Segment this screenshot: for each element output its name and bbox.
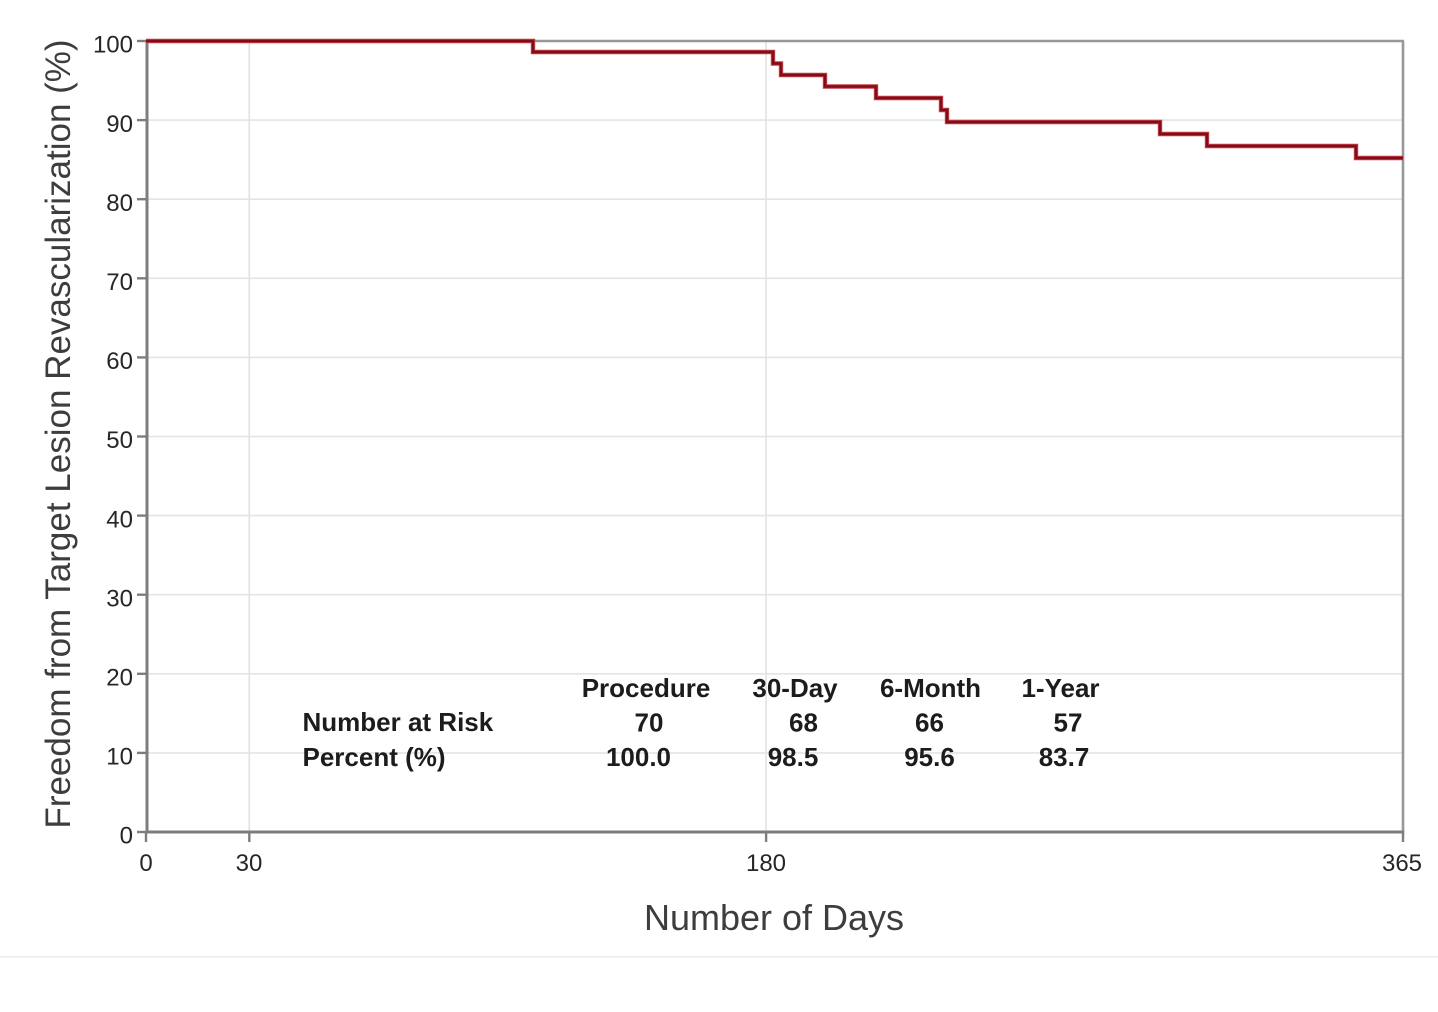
svg-text:Procedure: Procedure [582, 673, 711, 703]
svg-text:Number of Days: Number of Days [644, 897, 904, 938]
svg-text:100: 100 [93, 32, 133, 59]
svg-text:80: 80 [106, 190, 133, 217]
svg-text:40: 40 [106, 506, 133, 533]
svg-text:66: 66 [915, 708, 944, 738]
svg-text:Freedom from Target Lesion Rev: Freedom from Target Lesion Revasculariza… [39, 39, 78, 828]
svg-text:30: 30 [236, 850, 263, 877]
svg-text:0: 0 [139, 850, 152, 877]
svg-text:100.0: 100.0 [606, 742, 671, 772]
svg-text:57: 57 [1054, 708, 1083, 738]
svg-text:0: 0 [120, 823, 133, 850]
svg-text:70: 70 [106, 269, 133, 296]
svg-text:83.7: 83.7 [1039, 742, 1090, 772]
svg-text:70: 70 [635, 708, 664, 738]
svg-text:30: 30 [106, 585, 133, 612]
svg-text:Percent (%): Percent (%) [303, 742, 446, 772]
svg-text:95.6: 95.6 [904, 742, 955, 772]
svg-text:1-Year: 1-Year [1021, 673, 1099, 703]
svg-text:Number at Risk: Number at Risk [303, 707, 494, 737]
svg-text:90: 90 [106, 111, 133, 138]
svg-text:365: 365 [1382, 850, 1422, 877]
svg-text:60: 60 [106, 348, 133, 375]
svg-text:6-Month: 6-Month [880, 673, 981, 703]
svg-text:180: 180 [746, 850, 786, 877]
svg-text:50: 50 [106, 427, 133, 454]
svg-text:68: 68 [789, 708, 818, 738]
svg-text:20: 20 [106, 665, 133, 692]
svg-text:10: 10 [106, 744, 133, 771]
svg-text:98.5: 98.5 [768, 742, 819, 772]
svg-text:30-Day: 30-Day [752, 673, 838, 703]
